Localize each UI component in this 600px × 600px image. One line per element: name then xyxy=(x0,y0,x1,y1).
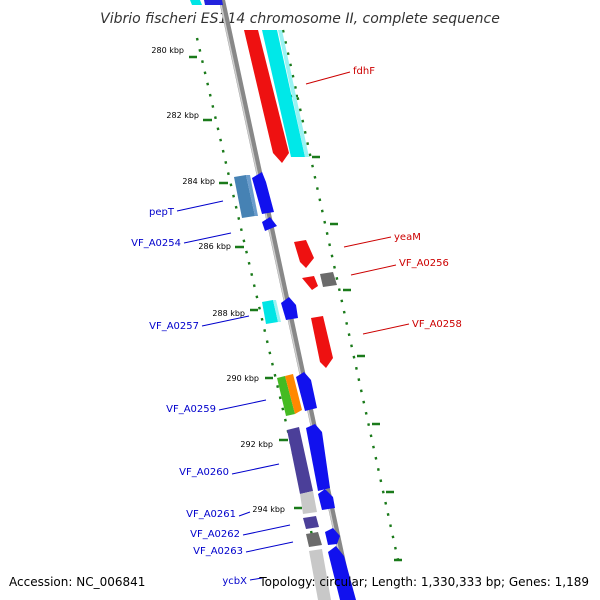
gene-VF_A0259 xyxy=(296,372,317,411)
gene-pepT xyxy=(234,175,255,218)
gene-top-cyan xyxy=(190,0,202,5)
gene-pepT-overlap xyxy=(246,175,258,216)
label-yeaM[interactable]: yeaM xyxy=(394,232,421,243)
footer-info: Topology: circular; Length: 1,330,333 bp… xyxy=(258,575,589,589)
label-fdhF[interactable]: fdhF xyxy=(353,66,375,77)
kbp-label-290: 290 kbp xyxy=(226,374,259,383)
kbp-label-292: 292 kbp xyxy=(240,440,273,449)
map-title: Vibrio fischeri ES114 chromosome II, com… xyxy=(100,11,500,27)
major-ticks-left xyxy=(189,55,302,510)
gene-VF_A0256 xyxy=(320,272,337,287)
gene-fdhF xyxy=(244,30,289,163)
gene-fdhF-homolog-inner xyxy=(278,30,309,157)
label-VF_A0263[interactable]: VF_A0263 xyxy=(193,546,243,557)
gene-pepT-right xyxy=(252,172,274,214)
gene-VF_A0263 xyxy=(306,532,322,547)
gene-VF_A0262 xyxy=(303,516,319,529)
kbp-label-284: 284 kbp xyxy=(182,177,215,186)
gene-VF_A0261 xyxy=(318,489,335,510)
gene-fdhF-homolog xyxy=(262,30,305,157)
label-VF_A0254[interactable]: VF_A0254 xyxy=(131,238,181,249)
major-ticks-right xyxy=(290,94,402,562)
reverse-labels: fdhF yeaM VF_A0256 VF_A0258 xyxy=(305,66,462,335)
gene-VF_A0257-right xyxy=(281,297,298,320)
gene-VF_A0257-inner xyxy=(273,300,281,322)
label-VF_A0260[interactable]: VF_A0260 xyxy=(179,467,229,478)
label-VF_A0262[interactable]: VF_A0262 xyxy=(190,529,240,540)
ruler-left xyxy=(195,37,329,600)
label-VF_A0257[interactable]: VF_A0257 xyxy=(149,321,199,332)
label-VF_A0259[interactable]: VF_A0259 xyxy=(166,404,216,415)
gene-yeaM xyxy=(294,240,314,268)
gene-VF_A0258 xyxy=(311,316,333,368)
gene-VF_A0260 xyxy=(287,427,313,494)
label-pepT[interactable]: pepT xyxy=(149,207,175,218)
gene-VF_A0260-right xyxy=(306,424,330,491)
gene-VF_A0257 xyxy=(262,300,278,324)
gene-VF_A0256-left xyxy=(302,276,318,290)
label-ycbX[interactable]: ycbX xyxy=(222,576,247,587)
gene-VF_A0259-orange xyxy=(285,374,302,414)
gene-VF_A0259-green xyxy=(277,376,295,416)
footer-accession: Accession: NC_006841 xyxy=(9,575,145,589)
forward-labels: pepT VF_A0254 VF_A0257 VF_A0259 VF_A0260… xyxy=(131,200,294,587)
gene-VF_A0254 xyxy=(262,217,277,231)
label-VF_A0258[interactable]: VF_A0258 xyxy=(412,319,462,330)
gene-top-blue xyxy=(204,0,223,5)
kbp-label-286: 286 kbp xyxy=(198,242,231,251)
kbp-label-288: 288 kbp xyxy=(212,309,245,318)
label-VF_A0261[interactable]: VF_A0261 xyxy=(186,509,236,520)
kbp-label-280: 280 kbp xyxy=(151,46,184,55)
gene-VF_A0260-grey xyxy=(300,491,317,514)
kbp-label-282: 282 kbp xyxy=(166,111,199,120)
gene-VF_A0262-right xyxy=(325,528,340,545)
label-VF_A0256[interactable]: VF_A0256 xyxy=(399,258,449,269)
gene-ycbX-grey xyxy=(309,549,331,600)
kbp-label-294: 294 kbp xyxy=(252,505,285,514)
gene-ycbX xyxy=(328,546,356,600)
